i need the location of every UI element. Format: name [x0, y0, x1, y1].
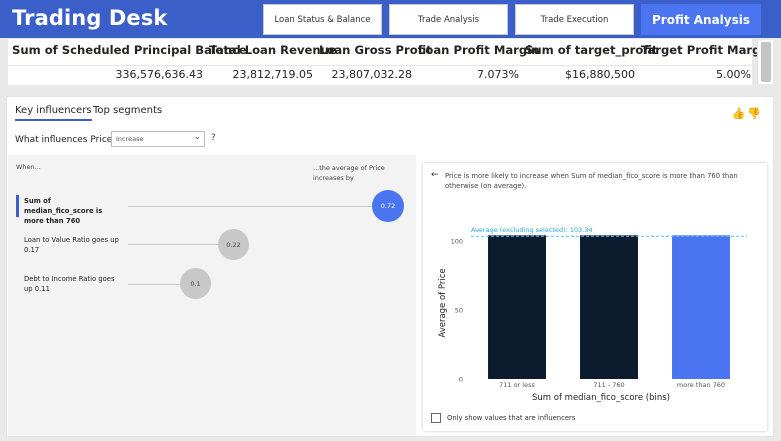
x-tick-label: 711 - 760 — [593, 381, 624, 389]
average-header: ...the average of Price increases by — [313, 164, 385, 182]
y-tick-label: 100 — [451, 237, 463, 245]
tab-key-influencers[interactable]: Key influencers — [15, 105, 92, 121]
influencer-label-fico[interactable]: Sum of median_fico_score is more than 76… — [24, 197, 103, 225]
kpi-value-target-profit-margin: 5.00% — [716, 68, 751, 81]
direction-dropdown[interactable]: Increase ⌄ — [111, 131, 205, 147]
only-influencers-label: Only show values that are influencers — [447, 414, 576, 422]
kpi-scrollbar-thumb[interactable] — [761, 42, 771, 82]
kpi-header-scheduled-balance[interactable]: Sum of Scheduled Principal Balance — [12, 43, 247, 57]
kpi-value-scheduled-balance: 336,576,636.43 — [115, 68, 203, 81]
influencer-line-ltv — [128, 244, 218, 245]
thumbs-down-icon[interactable]: 👎 — [747, 107, 763, 120]
influencer-label-dti[interactable]: Debt to Income Ratio goes up 0.11 — [24, 275, 115, 293]
x-axis-title: Sum of median_fico_score (bins) — [532, 393, 670, 403]
y-axis-title: Average of Price — [438, 268, 448, 337]
nav-loan-status-balance[interactable]: Loan Status & Balance — [263, 4, 382, 35]
kpi-header-total-loan-revenue[interactable]: Total Loan Revenue — [209, 43, 337, 57]
kpi-value-target-profit: $16,880,500 — [565, 68, 635, 81]
chevron-down-icon: ⌄ — [193, 132, 201, 142]
influencer-label-ltv[interactable]: Loan to Value Ratio goes up 0.17 — [24, 236, 119, 254]
kpi-scrollbar[interactable] — [757, 40, 773, 84]
y-tick-label: 50 — [455, 306, 463, 314]
nav-trade-analysis[interactable]: Trade Analysis — [389, 4, 508, 35]
reference-line-label: Average (excluding selected): 103.34 — [471, 226, 593, 234]
kpi-value-loan-gross-profit: 23,807,032.28 — [331, 68, 412, 81]
question-row: What influences Price to Increase ⌄ ? — [15, 131, 216, 149]
question-label: What influences Price to — [15, 135, 125, 145]
feedback-icons: 👍👎 — [732, 107, 763, 120]
thumbs-up-icon[interactable]: 👍 — [731, 107, 748, 120]
direction-dropdown-value: Increase — [116, 135, 144, 143]
x-tick-label: 711 or less — [499, 381, 535, 389]
kpi-header-target-profit[interactable]: Sum of target_profit — [525, 43, 658, 57]
influencer-list-panel: When... ...the average of Price increase… — [8, 155, 416, 435]
bar[interactable] — [672, 235, 730, 379]
selected-indicator — [16, 195, 19, 217]
when-header: When... — [16, 163, 41, 171]
app-title: Trading Desk — [12, 6, 168, 30]
influencer-line-dti — [128, 284, 180, 285]
nav-profit-analysis[interactable]: Profit Analysis — [641, 4, 761, 35]
kpi-values-row: 336,576,636.43 23,812,719.05 23,807,032.… — [8, 65, 752, 85]
kpi-header-row: Sum of Scheduled Principal Balance Total… — [8, 41, 773, 61]
back-arrow-icon[interactable]: ← — [431, 170, 439, 180]
kpi-header-target-profit-margin[interactable]: Target Profit Margin — [641, 43, 773, 57]
kpi-header-loan-profit-margin[interactable]: Loan Profit Margin — [418, 43, 540, 57]
influencer-bubble-fico[interactable]: 0.72 — [372, 190, 404, 222]
kpi-table: Sum of Scheduled Principal Balance Total… — [8, 39, 773, 85]
influencer-line-fico — [128, 206, 372, 207]
influencer-bubble-dti[interactable]: 0.1 — [180, 268, 211, 299]
bar[interactable] — [488, 235, 546, 379]
bar[interactable] — [580, 235, 638, 379]
x-tick-label: more than 760 — [677, 381, 725, 389]
kpi-value-loan-profit-margin: 7.073% — [477, 68, 519, 81]
influencer-detail-panel: ← Price is more likely to increase when … — [423, 163, 767, 431]
nav-trade-execution[interactable]: Trade Execution — [515, 4, 634, 35]
influencer-bubble-ltv[interactable]: 0.22 — [218, 229, 249, 260]
y-tick-label: 0 — [459, 376, 463, 384]
tab-top-segments[interactable]: Top segments — [93, 105, 163, 116]
header-bar: Trading Desk Loan Status & Balance Trade… — [0, 0, 781, 38]
help-icon[interactable]: ? — [211, 133, 216, 143]
only-influencers-row: Only show values that are influencers — [431, 413, 575, 423]
only-influencers-checkbox[interactable] — [431, 413, 441, 423]
detail-bar-chart: 0 50 100 Average of Price 711 or less 711 - 7… — [438, 226, 747, 403]
key-influencers-visual: Key influencers Top segments 👍👎 What inf… — [6, 96, 774, 437]
kpi-header-loan-gross-profit[interactable]: Loan Gross Profit — [319, 43, 432, 57]
detail-description: Price is more likely to increase when Su… — [445, 172, 738, 190]
kpi-value-total-loan-revenue: 23,812,719.05 — [232, 68, 313, 81]
